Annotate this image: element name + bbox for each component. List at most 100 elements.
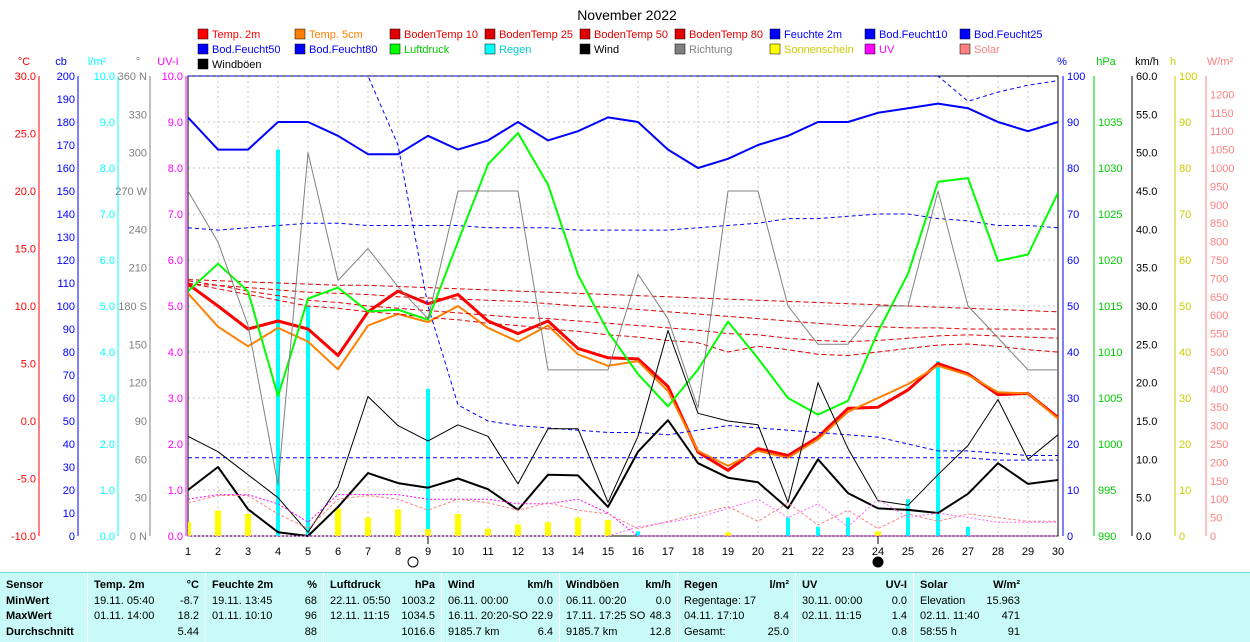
axis-tick-label: 210	[129, 263, 147, 275]
stats-uv-name: UV	[802, 579, 818, 591]
axis-tick-label: 130	[57, 232, 75, 244]
bar-rain	[966, 526, 970, 536]
legend-swatch	[864, 28, 876, 40]
weather-chart: November 2022 Temp. 2m Temp. 5cm BodenTemp…	[11, 7, 1234, 568]
bar-rain	[426, 388, 430, 536]
axis-pressure: hPa 990 995 1000 1005 1010 1015 1020 1025 1030 103…	[1093, 56, 1122, 543]
axis-tick-label: 60	[1179, 255, 1191, 267]
axis-tick-label: 5.0	[168, 301, 183, 313]
axis-tick-label: 1050	[1210, 145, 1234, 157]
series-windb-en	[188, 330, 1058, 533]
stats-gust-max-time: 17.11. 17:25 SO	[566, 610, 646, 622]
x-tick-label: 29	[1022, 546, 1034, 558]
stats-label-min: MinWert	[6, 594, 50, 607]
stats-press-avg: 1016.6	[401, 625, 435, 638]
axis-tick-label: 10	[1179, 485, 1191, 497]
stats-uv-unit: UV-I	[885, 579, 907, 591]
axis-tick-label: 80	[63, 347, 75, 359]
axis-tick-label: 10.0	[15, 301, 36, 313]
series-uv	[188, 494, 1058, 537]
axis-tick-label: 55.0	[1136, 109, 1157, 121]
axis-tick-label: 10.0	[94, 71, 115, 83]
stats-gust-name: Windböen	[566, 579, 620, 591]
axis-tick-label: 20	[1067, 439, 1079, 451]
chart-legend: Temp. 2m Temp. 5cm BodenTemp 10 BodenTemp 2…	[197, 28, 1043, 71]
stats-wind-min: 0.0	[537, 594, 553, 607]
stats-rain-unit: l/m²	[769, 579, 789, 591]
x-tick-label: 20	[752, 546, 764, 558]
axis-tick-label: 20.0	[1136, 378, 1157, 390]
axis-tick-label: 8.0	[168, 163, 183, 175]
x-tick-label: 3	[245, 546, 251, 558]
stats-temp-min-time: 19.11. 05:40	[94, 594, 155, 607]
x-tick-label: 24	[872, 546, 884, 558]
axis-tick-label: 250	[1210, 439, 1228, 451]
axis-tick-label: 35.0	[1136, 263, 1157, 275]
axis-title-sun: h	[1170, 56, 1176, 68]
stats-rain-total: 25.0	[767, 625, 789, 638]
axis-tick-label: 1100	[1210, 126, 1234, 138]
x-tick-label: 19	[722, 546, 734, 558]
bar-sun	[245, 513, 251, 536]
axis-tick-label: 1000	[1098, 439, 1122, 451]
stats-hum-min: 68	[304, 594, 317, 607]
axis-tick-label: 0.0	[21, 416, 36, 428]
x-tick-label: 6	[335, 546, 341, 558]
axis-title-cb: cb	[55, 56, 67, 68]
legend-swatch	[579, 28, 591, 40]
legend-swatch	[389, 43, 401, 55]
bar-sun	[875, 531, 881, 536]
axis-tick-label: 110	[57, 278, 75, 290]
axis-tick-label: 400	[1210, 384, 1228, 396]
axis-tick-label: 80	[1179, 163, 1191, 175]
legend-label: UV	[879, 44, 895, 56]
legend-label: BodenTemp 25	[499, 29, 573, 41]
axis-uv: UV-I 0.0 1.0 2.0 3.0 4.0 5.0 6.0 7.0 8.0 9.0 10.0	[157, 56, 187, 543]
axis-tick-label: 4.0	[100, 347, 115, 359]
stats-press-min: 1003.2	[401, 594, 435, 607]
axis-tick-label: 0.0	[100, 531, 115, 543]
axis-tick-label: 0 N	[130, 531, 147, 543]
legend-label: Bod.Feucht10	[879, 29, 948, 41]
axis-tick-label: 20	[1179, 439, 1191, 451]
series-uv-pink-	[188, 498, 1058, 537]
stats-solar-elevation-label: Elevation	[920, 594, 966, 607]
axis-tick-label: 600	[1210, 310, 1228, 322]
axis-tick-label: 50	[63, 416, 75, 428]
axis-tick-label: 160	[57, 163, 75, 175]
axis-tick-label: 10	[1067, 485, 1079, 497]
axis-title-wind: km/h	[1135, 56, 1159, 68]
axis-tick-label: 80	[1067, 163, 1079, 175]
legend-label: Richtung	[689, 44, 732, 56]
axis-tick-label: 100	[1179, 71, 1197, 83]
axis-tick-label: 1200	[1210, 89, 1234, 101]
axis-tick-label: 10.0	[1136, 454, 1157, 466]
axis-tick-label: 2.0	[100, 439, 115, 451]
axis-tick-label: 70	[1067, 209, 1079, 221]
axis-tick-label: 360 N	[118, 71, 147, 83]
stats-wind-max-time: 16.11. 20:20-SO	[448, 610, 528, 622]
axis-tick-label: 90	[63, 324, 75, 336]
axis-title-uv: UV-I	[157, 56, 178, 68]
axis-tick-label: 5.0	[100, 301, 115, 313]
axis-tick-label: 70	[1179, 209, 1191, 221]
stats-gust-min: 0.0	[655, 594, 671, 607]
axis-tick-label: 1000	[1210, 163, 1234, 175]
axis-title-humidity: %	[1057, 56, 1067, 68]
axis-cb: cb 0 10 20 30 40 50 60 70 80 90 100 110 120 130 140 150 1…	[55, 56, 79, 543]
axis-tick-label: 550	[1210, 329, 1228, 341]
stats-wind-min-time: 06.11. 00:00	[448, 594, 509, 607]
bar-sun	[365, 517, 371, 536]
legend-label: Bod.Feucht25	[974, 29, 1043, 41]
legend-label: Feuchte 2m	[784, 29, 842, 41]
bar-rain	[306, 306, 310, 536]
stats-solar-avg: 91	[1007, 625, 1020, 638]
axis-tick-label: 150	[57, 186, 75, 198]
x-tick-label: 25	[902, 546, 914, 558]
axis-tick-label: 1150	[1210, 108, 1234, 120]
stats-press-max: 1034.5	[401, 610, 435, 622]
stats-solar-name: Solar	[920, 579, 948, 591]
stats-press-max-time: 12.11. 11:15	[330, 610, 390, 622]
axis-tick-label: 180 S	[118, 301, 147, 313]
bar-sun	[605, 519, 611, 536]
